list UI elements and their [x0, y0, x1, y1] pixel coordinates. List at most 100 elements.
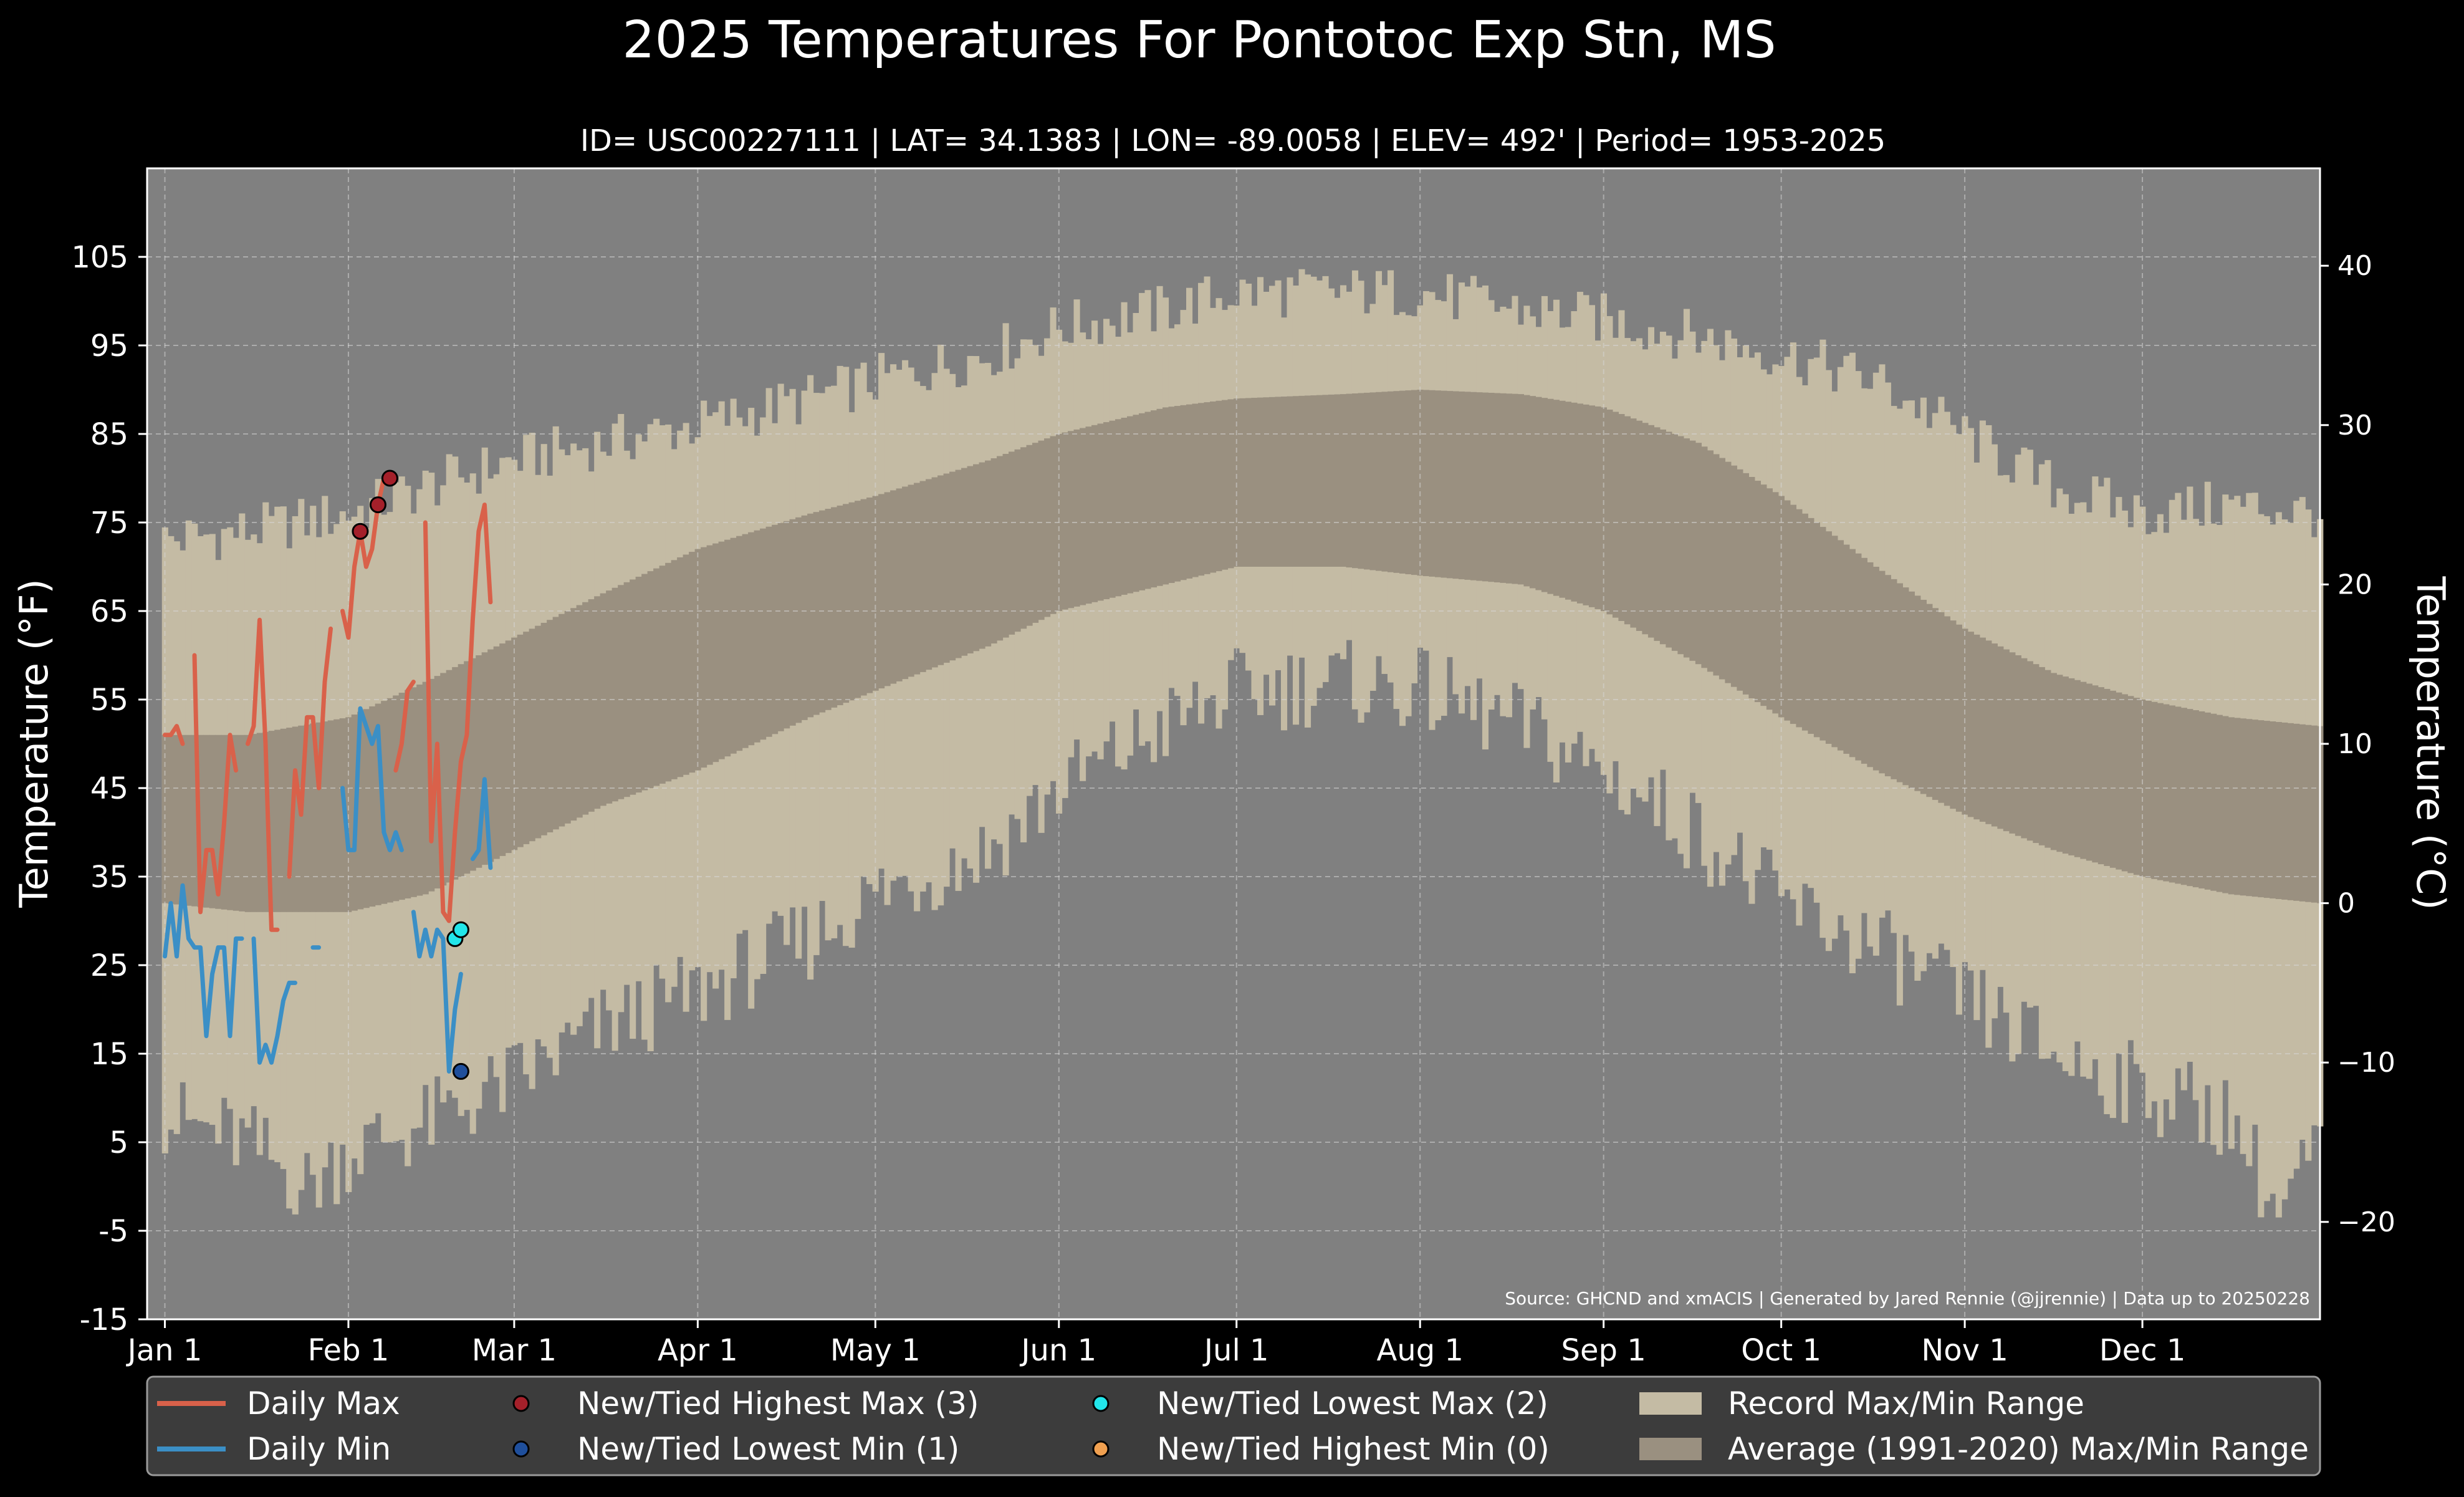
average-range-bar [2062, 676, 2069, 854]
average-range-bar [1280, 397, 1288, 567]
average-range-bar [1973, 634, 1980, 820]
y-axis-label-right: Temperature (°C) [2408, 575, 2453, 910]
average-range-bar [2263, 721, 2270, 898]
average-range-bar [2169, 705, 2175, 883]
average-range-bar [1482, 392, 1489, 582]
legend-label: Daily Max [247, 1385, 400, 1422]
average-range-bar [322, 721, 328, 912]
average-range-bar [1257, 397, 1264, 567]
average-range-bar [712, 543, 719, 763]
average-range-bar [2187, 709, 2193, 887]
average-range-bar [398, 693, 405, 900]
legend-item: Average (1991-2020) Max/Min Range [1639, 1431, 2309, 1467]
y-tick-label-celsius: −20 [2337, 1206, 2395, 1238]
average-range-bar [902, 486, 909, 680]
average-range-bar [1026, 445, 1033, 626]
average-range-bar [1144, 412, 1151, 589]
average-range-bar [197, 734, 204, 907]
average-range-bar [1872, 567, 1879, 771]
average-range-bar [2015, 655, 2021, 836]
average-range-bar [1553, 400, 1560, 596]
legend-label: New/Tied Highest Min (0) [1157, 1431, 1550, 1467]
average-range-bar [1251, 398, 1258, 567]
x-tick-label: Nov 1 [1921, 1333, 2008, 1368]
average-range-bar [298, 725, 305, 912]
y-tick-label: 45 [90, 771, 128, 806]
average-range-bar [1180, 405, 1187, 580]
average-range-bar [239, 734, 246, 912]
legend-dot-swatch [512, 1440, 530, 1458]
average-range-bar [1476, 392, 1483, 581]
average-range-bar [405, 690, 411, 898]
x-tick-label: Feb 1 [308, 1333, 390, 1368]
y-tick-label-celsius: 30 [2337, 410, 2372, 441]
average-range-bar [1902, 587, 1909, 786]
average-range-bar [1287, 396, 1293, 567]
legend-item: Daily Min [157, 1431, 391, 1467]
average-range-bar [310, 723, 317, 912]
average-range-bar [1434, 390, 1442, 577]
average-range-bar [647, 571, 654, 788]
average-range-bar [641, 574, 648, 791]
y-tick-label: 25 [90, 948, 128, 983]
average-range-bar [1115, 419, 1122, 597]
average-range-bar [244, 734, 251, 912]
average-range-bar [1310, 395, 1317, 567]
average-range-bar [1470, 392, 1477, 580]
average-range-bar [2086, 683, 2092, 861]
average-range-bar [499, 643, 506, 856]
average-range-bar [866, 497, 873, 693]
y-tick-label: 65 [90, 594, 128, 629]
average-range-bar [2045, 670, 2051, 848]
y-tick-label: -5 [98, 1214, 128, 1249]
average-range-bar [2163, 704, 2170, 882]
average-range-bar [1452, 391, 1459, 579]
series-line-segment [163, 724, 185, 746]
average-range-bar [2038, 667, 2045, 845]
average-range-bar [677, 557, 684, 777]
average-range-bar [1073, 429, 1080, 607]
average-range-bar [985, 460, 992, 647]
average-range-bar [1766, 488, 1773, 710]
average-range-bar [1174, 406, 1181, 582]
chart-title: 2025 Temperatures For Pontotoc Exp Stn, … [622, 11, 1776, 70]
y-tick-label-celsius: −10 [2337, 1047, 2395, 1079]
average-range-bar [1985, 640, 1992, 824]
average-range-bar [659, 566, 666, 784]
average-range-bar [529, 628, 535, 842]
average-range-bar [1044, 438, 1051, 617]
average-range-bar [837, 505, 843, 706]
average-range-bar [173, 734, 180, 905]
average-range-bar [1594, 406, 1601, 609]
average-range-bar [931, 477, 938, 668]
y-tick-label: 5 [109, 1125, 128, 1160]
y-tick-label: 55 [90, 683, 128, 718]
average-range-bar [1576, 403, 1584, 604]
average-range-bar [251, 734, 257, 912]
legend-item: New/Tied Highest Min (0) [1092, 1431, 1550, 1467]
y-tick-label-celsius: 20 [2337, 569, 2372, 600]
average-range-bar [1713, 454, 1720, 676]
average-range-bar [1891, 579, 1897, 779]
average-range-bar [393, 695, 400, 902]
markers-new-tied-highest-max-3- [352, 469, 398, 540]
average-range-bar [1659, 429, 1667, 645]
average-range-bar [843, 504, 850, 703]
legend: Daily Max New/Tied Highest Max (3) New/Tie… [146, 1375, 2321, 1476]
average-range-bar [2068, 678, 2075, 855]
average-range-bar [1097, 423, 1104, 601]
average-range-bar [564, 611, 571, 824]
average-range-bar [1529, 396, 1536, 589]
average-range-bar [1375, 392, 1383, 571]
average-range-bar [1198, 403, 1205, 576]
legend-item: Daily Max [157, 1385, 400, 1422]
average-range-bar [1358, 393, 1364, 569]
average-range-bar [618, 585, 625, 799]
average-range-bar [422, 681, 429, 895]
x-tick-label: Jan 1 [126, 1333, 203, 1368]
average-range-bar [795, 517, 802, 723]
average-range-bar [1298, 395, 1305, 567]
x-tick-label: Sep 1 [1561, 1333, 1646, 1368]
average-range-bar [535, 625, 542, 839]
average-range-bar [1204, 402, 1210, 574]
